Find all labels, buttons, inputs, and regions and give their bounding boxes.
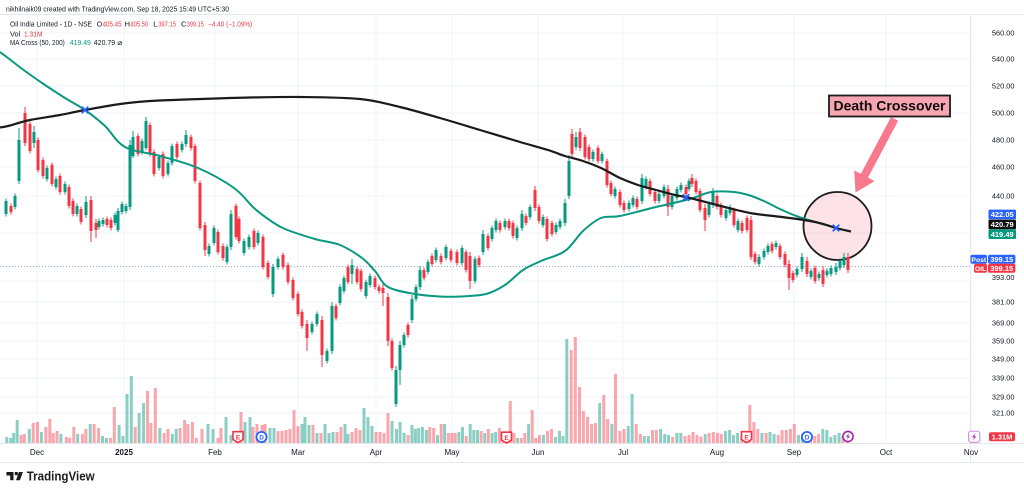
svg-text:Dec: Dec <box>30 448 44 457</box>
svg-text:Oct: Oct <box>880 448 893 457</box>
svg-text:Sep: Sep <box>787 448 802 457</box>
svg-text:Oil India Limited - 1D - NSE: Oil India Limited - 1D - NSE <box>10 22 92 29</box>
svg-text:329.00: 329.00 <box>992 393 1015 402</box>
svg-text:2025: 2025 <box>115 448 133 457</box>
svg-text:H: H <box>125 22 130 29</box>
svg-text:419.49: 419.49 <box>991 230 1014 239</box>
svg-text:1.31M: 1.31M <box>24 32 43 39</box>
svg-text:399.15: 399.15 <box>990 264 1013 273</box>
svg-text:399.15: 399.15 <box>187 22 204 29</box>
svg-text:440.00: 440.00 <box>992 192 1015 201</box>
svg-text:Mar: Mar <box>291 448 305 457</box>
svg-text:Vol: Vol <box>10 32 21 39</box>
svg-text:399.15: 399.15 <box>990 255 1013 264</box>
svg-text:Nov: Nov <box>964 448 978 457</box>
svg-text:O: O <box>97 22 103 29</box>
svg-text:nikhilnaik09 created with Trad: nikhilnaik09 created with TradingView.co… <box>6 4 229 13</box>
svg-text:339.00: 339.00 <box>992 374 1015 383</box>
svg-text:405.50: 405.50 <box>130 22 148 29</box>
svg-text:560.00: 560.00 <box>992 29 1015 38</box>
svg-text:Jun: Jun <box>532 448 545 457</box>
svg-text:E: E <box>236 434 241 441</box>
svg-text:⌀: ⌀ <box>117 40 122 47</box>
svg-text:May: May <box>444 448 459 457</box>
svg-text:397.15: 397.15 <box>158 22 176 29</box>
svg-text:E: E <box>744 434 749 441</box>
svg-text:520.00: 520.00 <box>992 82 1015 91</box>
svg-text:OIL: OIL <box>975 266 986 273</box>
svg-text:MA Cross (50, 200): MA Cross (50, 200) <box>10 40 65 47</box>
svg-text:381.00: 381.00 <box>992 298 1015 307</box>
svg-text:369.00: 369.00 <box>992 319 1015 328</box>
svg-text:393.00: 393.00 <box>992 273 1015 282</box>
svg-text:359.00: 359.00 <box>992 337 1015 346</box>
svg-text:540.00: 540.00 <box>992 55 1015 64</box>
svg-text:−4.40 (−1.09%): −4.40 (−1.09%) <box>208 22 252 29</box>
svg-text:Death Crossover: Death Crossover <box>833 98 946 114</box>
svg-text:321.00: 321.00 <box>992 409 1015 418</box>
svg-text:D: D <box>259 434 264 441</box>
svg-text:1.31M: 1.31M <box>992 432 1013 441</box>
svg-text:Post: Post <box>971 257 986 264</box>
svg-text:420.79: 420.79 <box>991 220 1014 229</box>
svg-text:420.79: 420.79 <box>94 40 115 47</box>
svg-text:422.05: 422.05 <box>991 210 1014 219</box>
svg-text:419.49: 419.49 <box>70 40 91 47</box>
svg-text:480.00: 480.00 <box>992 136 1015 145</box>
svg-text:L: L <box>153 22 158 29</box>
svg-text:Aug: Aug <box>710 448 724 457</box>
svg-text:Apr: Apr <box>370 448 383 457</box>
svg-text:405.45: 405.45 <box>103 22 122 29</box>
svg-text:D: D <box>805 434 810 441</box>
svg-text:E: E <box>504 435 509 442</box>
svg-text:Feb: Feb <box>208 448 222 457</box>
svg-text:500.00: 500.00 <box>992 109 1015 118</box>
svg-text:Jul: Jul <box>618 448 628 457</box>
svg-text:TradingView: TradingView <box>27 469 95 483</box>
svg-text:349.00: 349.00 <box>992 355 1015 364</box>
svg-text:C: C <box>181 22 186 29</box>
svg-text:460.00: 460.00 <box>992 163 1015 172</box>
